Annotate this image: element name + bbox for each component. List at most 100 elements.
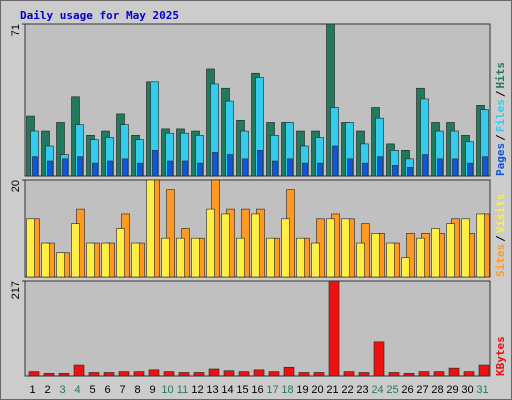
legend-separator: / <box>494 235 507 242</box>
legend-entry: Visits <box>494 194 507 234</box>
x-tick-label: 25 <box>386 384 398 396</box>
x-tick-label: 19 <box>296 384 308 396</box>
bar <box>43 373 55 377</box>
bar <box>176 237 185 278</box>
bar <box>101 242 110 278</box>
legend-entry: KBytes <box>494 336 507 376</box>
bar <box>478 364 490 377</box>
x-tick-label: 7 <box>119 384 125 396</box>
x-tick-label: 1 <box>29 384 35 396</box>
bar <box>178 372 190 377</box>
x-tick-label: 3 <box>59 384 65 396</box>
bar <box>416 237 425 278</box>
bar <box>32 156 38 177</box>
x-tick-label: 21 <box>326 384 338 396</box>
bar <box>56 252 65 278</box>
y-tick-label: 20 <box>10 180 22 192</box>
x-tick-label: 4 <box>74 384 80 396</box>
bar <box>388 372 400 377</box>
bar <box>407 167 413 177</box>
bar <box>71 223 80 278</box>
bar <box>107 160 113 177</box>
bar <box>328 280 340 377</box>
bar <box>103 372 115 377</box>
x-tick-label: 22 <box>341 384 353 396</box>
bar <box>332 145 338 177</box>
x-tick-label: 2 <box>44 384 50 396</box>
bar <box>253 369 265 377</box>
x-tick-label: 9 <box>149 384 155 396</box>
legend: Sites /Visits <box>494 194 507 278</box>
bar <box>296 237 305 278</box>
bar <box>251 213 260 278</box>
bar <box>41 242 50 278</box>
bar <box>313 372 325 377</box>
chart-title: Daily usage for May 2025 <box>20 9 179 22</box>
bar <box>392 164 398 177</box>
legend-entry: Pages <box>494 143 507 176</box>
bar <box>437 158 443 177</box>
x-tick-label: 29 <box>446 384 458 396</box>
bar <box>28 371 40 377</box>
bar <box>356 242 365 278</box>
bar <box>238 371 250 377</box>
y-tick-label: 217 <box>10 281 22 299</box>
legend: KBytes <box>494 336 507 376</box>
x-tick-label: 16 <box>251 384 263 396</box>
x-tick-label: 31 <box>476 384 488 396</box>
bar <box>47 160 53 177</box>
bar <box>386 242 395 278</box>
x-tick-label: 23 <box>356 384 368 396</box>
bar <box>326 218 335 278</box>
x-tick-label: 10 <box>161 384 173 396</box>
bar <box>77 156 83 177</box>
bar <box>137 162 143 177</box>
legend-entry: Sites <box>494 244 507 277</box>
bar <box>212 152 218 177</box>
x-tick-label: 13 <box>206 384 218 396</box>
bar <box>161 237 170 278</box>
bar <box>418 371 430 377</box>
bar <box>347 158 353 177</box>
bar <box>283 366 295 377</box>
bar <box>26 218 35 278</box>
bar <box>58 373 70 377</box>
x-tick-label: 8 <box>134 384 140 396</box>
bar <box>373 341 385 377</box>
legend-entry: Files <box>494 99 507 132</box>
bar <box>88 372 100 377</box>
x-tick-label: 15 <box>236 384 248 396</box>
bar <box>311 242 320 278</box>
bar <box>133 371 145 377</box>
bar <box>131 242 140 278</box>
bar <box>406 233 415 278</box>
bar <box>272 160 278 177</box>
legend-entry: Hits <box>494 62 507 89</box>
x-tick-label: 12 <box>191 384 203 396</box>
bar <box>476 213 485 278</box>
x-tick-label: 6 <box>104 384 110 396</box>
bar <box>467 162 473 177</box>
x-tick-label: 14 <box>221 384 233 396</box>
bar <box>193 372 205 377</box>
bar <box>73 364 85 377</box>
bar <box>62 158 68 177</box>
bar <box>281 218 290 278</box>
bar <box>208 368 220 377</box>
legend-separator: / <box>494 134 507 141</box>
bar <box>242 158 248 177</box>
bar <box>163 371 175 377</box>
bar <box>257 150 263 177</box>
bar <box>401 257 410 278</box>
bar <box>317 162 323 177</box>
y-tick-label: 71 <box>10 24 22 36</box>
x-tick-label: 28 <box>431 384 443 396</box>
legend-separator: / <box>494 90 507 97</box>
bar <box>377 156 383 177</box>
x-tick-label: 20 <box>311 384 323 396</box>
bar <box>221 213 230 278</box>
bar <box>422 154 428 177</box>
x-tick-label: 5 <box>89 384 95 396</box>
bar <box>433 371 445 377</box>
bar <box>182 160 188 177</box>
